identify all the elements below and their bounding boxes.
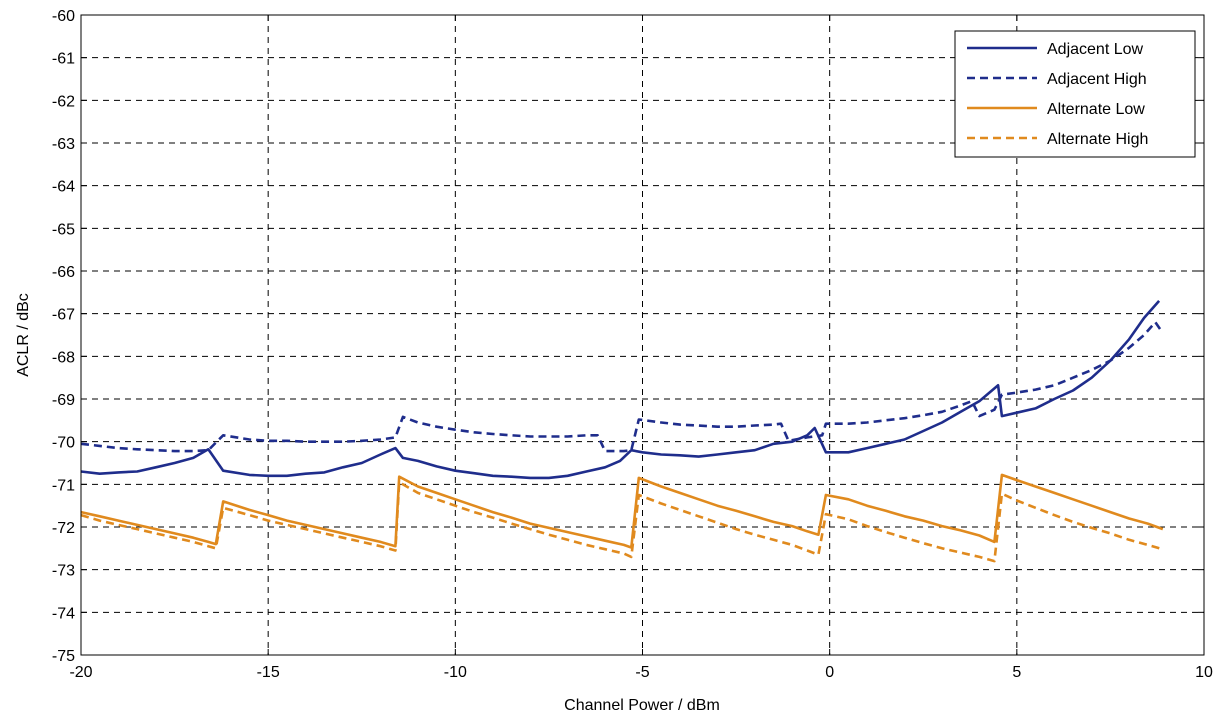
legend-label: Adjacent Low [1047, 41, 1144, 58]
y-tick-label: -61 [52, 51, 75, 68]
series-line-alternate-low [80, 473, 1164, 549]
y-tick-label: -73 [52, 563, 75, 580]
legend-label: Alternate High [1047, 131, 1148, 148]
legend-box [954, 30, 1196, 158]
series-line-alternate-high [80, 480, 1164, 563]
y-tick-label: -66 [52, 264, 75, 281]
y-tick-label: -68 [52, 349, 75, 366]
x-tick-label: -5 [635, 664, 649, 681]
legend: Adjacent Low Adjacent High Alternate Low Al… [954, 30, 1196, 158]
legend-label: Alternate Low [1047, 101, 1145, 118]
y-tick-label: -75 [52, 648, 75, 665]
x-tick-label: 5 [1012, 664, 1021, 681]
grid-lines [81, 15, 1204, 655]
y-tick-label: -63 [52, 136, 75, 153]
y-tick-label: -62 [52, 93, 75, 110]
y-tick-label: -70 [52, 435, 75, 452]
y-tick-label: -69 [52, 392, 75, 409]
y-tick-label: -67 [52, 307, 75, 324]
y-tick-label: -71 [52, 477, 75, 494]
series-line-adjacent-low [80, 300, 1161, 480]
x-axis-ticks: -20 -15 -10 -5 0 5 10 [69, 15, 1213, 681]
y-tick-label: -65 [52, 221, 75, 238]
x-tick-label: 10 [1195, 664, 1213, 681]
series-line-adjacent-high [80, 320, 1164, 453]
x-tick-label: -10 [444, 664, 467, 681]
x-axis-label: Channel Power / dBm [564, 697, 720, 714]
y-axis-label: ACLR / dBc [15, 293, 32, 377]
y-tick-label: -60 [52, 8, 75, 25]
y-axis-ticks: -60 -61 -62 -63 -64 -65 -66 -67 -68 -69 -70 -71 -72 -… [52, 8, 1204, 665]
legend-label: Adjacent High [1047, 71, 1147, 88]
x-tick-label: -20 [69, 664, 92, 681]
series-layer [80, 300, 1164, 563]
x-tick-label: -15 [257, 664, 280, 681]
y-tick-label: -64 [52, 179, 75, 196]
y-tick-label: -74 [52, 605, 75, 622]
y-tick-label: -72 [52, 520, 75, 537]
x-tick-label: 0 [825, 664, 834, 681]
